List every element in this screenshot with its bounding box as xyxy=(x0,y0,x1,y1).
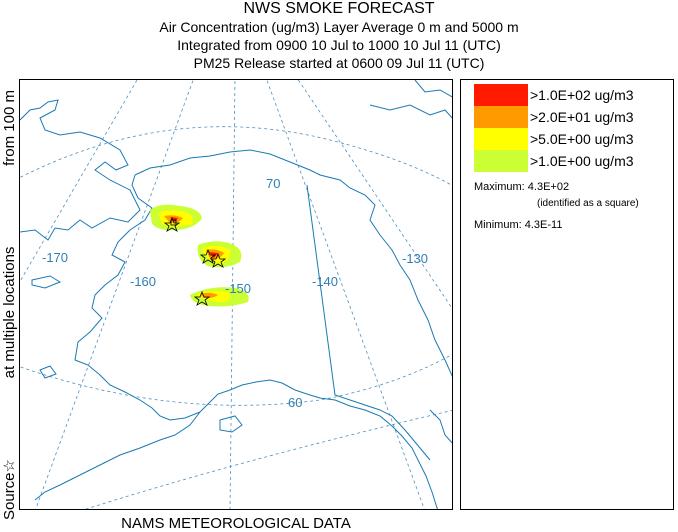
source-markers xyxy=(163,216,227,306)
graticule-lat-50 xyxy=(85,410,452,509)
graticule-lon-170 xyxy=(20,80,138,283)
coast-canada-arctic xyxy=(369,104,452,119)
us-canada-border xyxy=(306,184,431,461)
concentration-subtitle: Air Concentration (ug/m3) Layer Average … xyxy=(159,19,519,35)
legend-swatch-4 xyxy=(474,150,528,172)
side-label-height: from 100 m xyxy=(0,90,18,166)
label-lon-130: -130 xyxy=(402,251,428,266)
legend-minimum: Minimum: 4.3E-11 xyxy=(474,219,563,231)
legend-label-2: >2.0E+01 ug/m3 xyxy=(530,109,634,125)
forecast-title: NWS SMOKE FORECAST xyxy=(243,0,435,17)
graticule-lon-160 xyxy=(35,80,194,509)
coast-nunivak xyxy=(39,365,57,379)
label-lat-60: 60 xyxy=(288,395,302,410)
release-start: PM25 Release started at 0600 09 Jul 11 (… xyxy=(193,55,485,71)
graticule-lat-60 xyxy=(20,354,452,406)
legend-label-3: >5.0E+00 ug/m3 xyxy=(530,131,634,147)
source-side-label: Source☆ at multiple locations from 100 m xyxy=(0,90,19,520)
legend-row-2: >2.0E+01 ug/m3 xyxy=(474,106,634,128)
graticule-labels: -170 -160 -150 -140 -130 70 60 xyxy=(42,176,428,410)
source-star-2 xyxy=(199,248,217,264)
meteorological-data-label: NAMS METEOROLOGICAL DATA xyxy=(121,515,351,532)
maximum-square xyxy=(170,219,177,226)
coast-alaska-south xyxy=(199,379,438,509)
legend-maximum-note: (identified as a square) xyxy=(537,198,639,209)
label-lon-160: -160 xyxy=(130,274,156,289)
map-panel: -170 -160 -150 -140 -130 70 60 xyxy=(19,79,453,510)
legend-panel: >1.0E+02 ug/m3 >2.0E+01 ug/m3 >5.0E+00 u… xyxy=(460,79,674,510)
legend-label-4: >1.0E+00 ug/m3 xyxy=(530,153,634,169)
coast-southeast xyxy=(429,409,452,444)
graticule-lon-130 xyxy=(297,80,452,309)
coast-alaska-west xyxy=(74,174,201,421)
label-lon-140: -140 xyxy=(312,274,338,289)
side-label-source: Source☆ xyxy=(1,459,18,520)
coastline xyxy=(20,80,452,509)
label-lat-70: 70 xyxy=(266,176,280,191)
legend-row-3: >5.0E+00 ug/m3 xyxy=(474,128,634,150)
alaska-map: -170 -160 -150 -140 -130 70 60 xyxy=(20,80,452,509)
label-lon-150: -150 xyxy=(225,281,251,296)
integration-period: Integrated from 0900 10 Jul to 1000 10 J… xyxy=(177,37,501,53)
source-star-4 xyxy=(193,290,211,306)
graticule-lat-70 xyxy=(20,126,452,186)
graticule-lon-140 xyxy=(266,80,425,509)
label-lon-170: -170 xyxy=(42,250,68,265)
coast-alaska-north xyxy=(134,149,452,377)
legend-row-1: >1.0E+02 ug/m3 xyxy=(474,84,634,106)
coast-banks xyxy=(414,80,452,98)
coast-chukotka xyxy=(20,99,141,241)
source-star-3 xyxy=(209,252,227,268)
coast-kodiak xyxy=(219,415,243,433)
side-label-locations: at multiple locations xyxy=(0,246,18,379)
source-star-1 xyxy=(163,216,181,232)
legend-label-1: >1.0E+02 ug/m3 xyxy=(530,87,634,103)
legend-swatch-3 xyxy=(474,128,528,150)
coast-peninsula xyxy=(34,411,201,501)
legend-maximum: Maximum: 4.3E+02 xyxy=(474,181,570,193)
legend-swatch-1 xyxy=(474,84,528,106)
coast-st-lawrence xyxy=(31,275,62,289)
legend-swatch-2 xyxy=(474,106,528,128)
legend-row-4: >1.0E+00 ug/m3 xyxy=(474,150,634,172)
